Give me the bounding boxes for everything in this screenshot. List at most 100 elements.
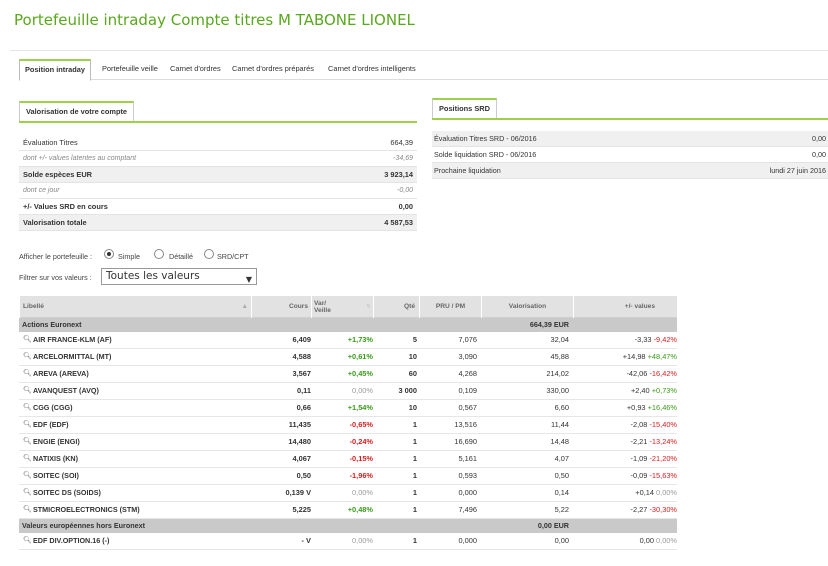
radio-srd-cpt[interactable] bbox=[204, 249, 214, 259]
srd-label: Prochaine liquidation bbox=[434, 166, 501, 175]
quantity-cell: 1 bbox=[412, 505, 417, 514]
search-icon[interactable]: 🔍︎ bbox=[23, 438, 32, 445]
plus-value-pct: +48,47% bbox=[647, 352, 677, 361]
table-row[interactable]: 🔍︎ ENGIE (ENGI) 14,480 -0,24% 1 16,690 14,48 -2… bbox=[19, 434, 677, 451]
plus-value-amount: +2,40 bbox=[630, 386, 650, 395]
plus-value-cell: 0,00 0,00% bbox=[571, 533, 677, 549]
pru-cell: 16,690 bbox=[454, 437, 477, 446]
quantity-cell: 1 bbox=[412, 536, 417, 545]
plus-value-amount: 0,00 bbox=[639, 536, 654, 545]
grid-body: Actions Euronext 664,39 EUR 🔍︎ AIR FRANCE-K… bbox=[19, 318, 677, 550]
table-row[interactable]: 🔍︎ SOITEC (SOI) 0,50 -1,96% 1 0,593 0,50 -0,09 … bbox=[19, 468, 677, 485]
group-header: Actions Euronext 664,39 EUR bbox=[19, 318, 677, 332]
valorisation-cell: 0,14 bbox=[554, 488, 569, 497]
pru-cell: 3,090 bbox=[458, 352, 478, 361]
val-label: dont ce jour bbox=[23, 187, 60, 194]
table-row[interactable]: 🔍︎ AREVA (AREVA) 3,567 +0,45% 60 4,268 214,02-… bbox=[19, 366, 677, 383]
search-icon[interactable]: 🔍︎ bbox=[23, 489, 32, 496]
cours-cell: 11,435 bbox=[288, 420, 311, 429]
search-icon[interactable]: 🔍︎ bbox=[23, 387, 32, 394]
table-row[interactable]: 🔍︎ CGG (CGG) 0,66 +1,54% 10 0,567 6,60 +0,93 +1… bbox=[19, 400, 677, 417]
filter-select[interactable]: Toutes les valeurs ▼ bbox=[101, 268, 257, 285]
table-row[interactable]: 🔍︎ ARCELORMITTAL (MT) 4,588 +0,61% 10 3,090 45… bbox=[19, 349, 677, 366]
cours-cell: - V bbox=[301, 536, 311, 545]
table-row[interactable]: 🔍︎ EDF DIV.OPTION.16 (-) - V 0,00% 1 0,000 0,0… bbox=[19, 533, 677, 550]
header-pru[interactable]: PRU / PM bbox=[419, 296, 481, 318]
table-row[interactable]: 🔍︎ AVANQUEST (AVQ) 0,11 0,00% 3 000 0,109 330,… bbox=[19, 383, 677, 400]
variation-cell: +0,48% bbox=[347, 505, 373, 514]
table-row[interactable]: 🔍︎ EDF (EDF) 11,435 -0,65% 1 13,516 11,44 -2,08… bbox=[19, 417, 677, 434]
instrument-name[interactable]: ENGIE (ENGI) bbox=[33, 437, 80, 446]
cours-cell: 6,409 bbox=[292, 335, 312, 344]
tab-carnet-ordres-intelligents[interactable]: Carnet d'ordres intelligents bbox=[328, 64, 416, 73]
header-label: Libellé bbox=[23, 303, 44, 310]
header-plus-values[interactable]: +/- values bbox=[573, 296, 677, 318]
instrument-name[interactable]: AIR FRANCE-KLM (AF) bbox=[33, 335, 112, 344]
pru-cell: 0,567 bbox=[458, 403, 478, 412]
header-valorisation[interactable]: Valorisation bbox=[481, 296, 573, 318]
plus-value-amount: -2,21 bbox=[630, 437, 648, 446]
radio-simple-label: Simple bbox=[118, 252, 140, 261]
plus-value-amount: +14,98 bbox=[622, 352, 646, 361]
srd-row-evaluation: Évaluation Titres SRD - 06/2016 0,00 bbox=[432, 131, 828, 147]
instrument-name[interactable]: AREVA (AREVA) bbox=[33, 369, 89, 378]
plus-value-cell: -42,06 -16,42% bbox=[571, 366, 677, 382]
search-icon[interactable]: 🔍︎ bbox=[23, 353, 32, 360]
instrument-name[interactable]: ARCELORMITTAL (MT) bbox=[33, 352, 112, 361]
header-label: Var/ bbox=[314, 300, 327, 307]
valorisation-cell: 214,02 bbox=[546, 369, 569, 378]
header-var[interactable]: Var/Veille ▿ bbox=[311, 296, 373, 318]
plus-value-amount: +0,93 bbox=[626, 403, 646, 412]
plus-value-cell: +14,98 +48,47% bbox=[571, 349, 677, 365]
search-icon[interactable]: 🔍︎ bbox=[23, 472, 32, 479]
plus-value-pct: -13,24% bbox=[649, 437, 677, 446]
tab-position-intraday[interactable]: Position intraday bbox=[19, 59, 91, 81]
search-icon[interactable]: 🔍︎ bbox=[23, 336, 32, 343]
variation-cell: -0,65% bbox=[349, 420, 373, 429]
instrument-name[interactable]: SOITEC (SOI) bbox=[33, 471, 79, 480]
search-icon[interactable]: 🔍︎ bbox=[23, 506, 32, 513]
chevron-down-icon: ▼ bbox=[245, 275, 252, 284]
instrument-name[interactable]: NATIXIS (KN) bbox=[33, 454, 78, 463]
search-icon[interactable]: 🔍︎ bbox=[23, 370, 32, 377]
search-icon[interactable]: 🔍︎ bbox=[23, 455, 32, 462]
search-icon[interactable]: 🔍︎ bbox=[23, 421, 32, 428]
plus-value-cell: -2,27 -30,30% bbox=[571, 502, 677, 518]
tab-portefeuille-veille[interactable]: Portefeuille veille bbox=[102, 64, 158, 73]
valorisation-cell: 330,00 bbox=[546, 386, 569, 395]
tab-carnet-ordres-prepares[interactable]: Carnet d'ordres préparés bbox=[232, 64, 314, 73]
valorisation-cell: 14,48 bbox=[550, 437, 570, 446]
search-icon[interactable]: 🔍︎ bbox=[23, 404, 32, 411]
valorisation-cell: 6,60 bbox=[554, 403, 569, 412]
table-row[interactable]: 🔍︎ STMICROELECTRONICS (STM) 5,225 +0,48% 1 7,… bbox=[19, 502, 677, 519]
sort-up-icon: ▲ bbox=[241, 303, 248, 310]
plus-value-cell: +2,40 +0,73% bbox=[571, 383, 677, 399]
radio-simple[interactable] bbox=[104, 249, 114, 259]
grid-header: Libellé ▲ Cours Var/Veille ▿ Qté PRU / PM … bbox=[19, 296, 677, 318]
variation-cell: 0,00% bbox=[352, 488, 373, 497]
instrument-name[interactable]: SOITEC DS (SOIDS) bbox=[33, 488, 101, 497]
valorisation-cell: 0,50 bbox=[554, 471, 569, 480]
filter-value: Toutes les valeurs bbox=[106, 270, 200, 282]
pru-cell: 0,000 bbox=[458, 488, 478, 497]
plus-value-amount: -1,09 bbox=[630, 454, 648, 463]
instrument-name[interactable]: STMICROELECTRONICS (STM) bbox=[33, 505, 140, 514]
tab-carnet-ordres[interactable]: Carnet d'ordres bbox=[170, 64, 221, 73]
table-row[interactable]: 🔍︎ AIR FRANCE-KLM (AF) 6,409 +1,73% 5 7,076 32… bbox=[19, 332, 677, 349]
srd-label: Évaluation Titres SRD - 06/2016 bbox=[434, 134, 537, 143]
quantity-cell: 1 bbox=[412, 488, 417, 497]
instrument-name[interactable]: EDF DIV.OPTION.16 (-) bbox=[33, 536, 110, 545]
header-qty[interactable]: Qté bbox=[373, 296, 419, 318]
plus-value-pct: -9,42% bbox=[653, 335, 677, 344]
table-row[interactable]: 🔍︎ NATIXIS (KN) 4,067 -0,15% 1 5,161 4,07 -1,09… bbox=[19, 451, 677, 468]
instrument-name[interactable]: CGG (CGG) bbox=[33, 403, 73, 412]
instrument-name[interactable]: AVANQUEST (AVQ) bbox=[33, 386, 99, 395]
radio-detaille[interactable] bbox=[154, 249, 164, 259]
group-total: 0,00 EUR bbox=[537, 521, 569, 530]
header-libelle[interactable]: Libellé ▲ bbox=[19, 296, 251, 318]
instrument-name[interactable]: EDF (EDF) bbox=[33, 420, 69, 429]
table-row[interactable]: 🔍︎ SOITEC DS (SOIDS) 0,139 V 0,00% 1 0,000 0,1… bbox=[19, 485, 677, 502]
header-cours[interactable]: Cours bbox=[251, 296, 311, 318]
search-icon[interactable]: 🔍︎ bbox=[23, 537, 32, 544]
header-label: Qté bbox=[404, 303, 415, 310]
